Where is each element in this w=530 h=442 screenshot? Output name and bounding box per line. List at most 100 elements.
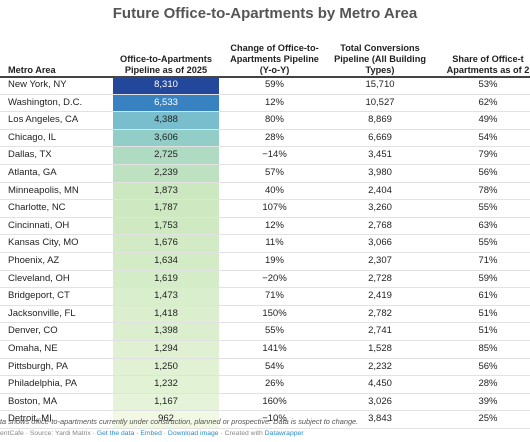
change-yoy-cell: 150% — [262, 307, 287, 319]
share-cell: 51% — [478, 325, 498, 337]
chart-title: Future Office-to-Apartments by Metro Are… — [112, 5, 418, 22]
share-cell: 25% — [478, 413, 498, 425]
share-cell: 28% — [478, 378, 498, 390]
header-metro-area[interactable]: Metro Area — [8, 36, 112, 76]
pipeline-cell: 1,167 — [113, 393, 219, 411]
metro-area-cell: Phoenix, AZ — [8, 255, 60, 266]
header-total-conversions[interactable]: Total Conversions Pipeline (All Building T… — [331, 36, 429, 76]
share-cell: 63% — [478, 219, 498, 231]
change-yoy-cell: 160% — [262, 395, 287, 407]
total-conversions-cell: 3,843 — [368, 413, 392, 425]
pipeline-cell: 2,725 — [113, 147, 219, 164]
change-yoy-cell: 71% — [264, 290, 284, 302]
total-conversions-cell: 10,527 — [365, 96, 395, 108]
pipeline-cell: 2,239 — [113, 165, 219, 182]
metro-area-cell: Omaha, NE — [8, 343, 58, 354]
credit-text: · Created with — [218, 430, 265, 437]
header-share-office[interactable]: Share of Office-t Apartments as of 2 — [440, 36, 530, 76]
table-row: Dallas, TX 2,725 −14% 3,451 79% — [0, 147, 530, 165]
table-row: Chicago, IL 3,606 28% 6,669 54% — [0, 129, 530, 148]
metro-area-cell: Cleveland, OH — [8, 272, 70, 284]
metro-area-cell: Kansas City, MO — [8, 237, 79, 249]
change-yoy-cell: 55% — [264, 325, 284, 337]
header-line: Types) — [365, 65, 395, 75]
total-conversions-cell: 3,066 — [368, 237, 392, 249]
header-line: Apartments Pipeline — [230, 54, 319, 64]
header-line: (Y-o-Y) — [259, 65, 290, 75]
total-conversions-cell: 1,528 — [368, 343, 392, 354]
header-line: Apartments as of 2 — [446, 65, 530, 75]
change-yoy-cell: 107% — [262, 202, 287, 214]
share-cell: 85% — [478, 343, 498, 354]
change-yoy-cell: 28% — [264, 131, 284, 143]
table-row: Cincinnati, OH 1,753 12% 2,768 63% — [0, 217, 530, 236]
change-yoy-cell: 80% — [264, 114, 284, 126]
table-row: Washington, D.C. 6,533 12% 10,527 62% — [0, 94, 530, 113]
share-cell: 56% — [478, 167, 498, 178]
total-conversions-cell: 4,450 — [368, 378, 392, 390]
change-yoy-cell: −10% — [262, 413, 287, 425]
table-row: Jacksonville, FL 1,418 150% 2,782 51% — [0, 305, 530, 324]
share-cell: 51% — [478, 307, 498, 319]
change-yoy-cell: −20% — [262, 272, 287, 284]
metro-area-cell: Washington, D.C. — [8, 96, 83, 108]
header-line: Pipeline as of 2025 — [124, 65, 208, 75]
share-cell: 53% — [478, 79, 498, 90]
metro-area-cell: Charlotte, NC — [8, 202, 66, 214]
credit-link[interactable]: Get the data — [96, 430, 135, 437]
credits: entCafe · Source: Yardi Matrix · Get the… — [0, 430, 530, 437]
share-cell: 39% — [478, 395, 498, 407]
credit-text: · — [161, 430, 168, 437]
pipeline-cell: 1,676 — [113, 235, 219, 252]
table-row: Philadelphia, PA 1,232 26% 4,450 28% — [0, 376, 530, 394]
table-row: Cleveland, OH 1,619 −20% 2,728 59% — [0, 270, 530, 289]
credit-link[interactable]: Embed — [140, 430, 162, 437]
metro-area-cell: Boston, MA — [8, 395, 58, 407]
header-pipeline-2025[interactable]: Office-to-Apartments Pipeline as of 2025 — [113, 36, 219, 76]
header-line: Change of Office-to- — [230, 43, 319, 53]
table-row: Bridgeport, CT 1,473 71% 2,419 61% — [0, 288, 530, 306]
metro-area-cell: Bridgeport, CT — [8, 290, 70, 302]
header-change-yoy[interactable]: Change of Office-to- Apartments Pipeline(… — [222, 36, 327, 76]
pipeline-cell: 1,232 — [113, 376, 219, 393]
share-cell: 49% — [478, 114, 498, 126]
metro-area-cell: Cincinnati, OH — [8, 219, 70, 231]
pipeline-cell: 1,418 — [113, 305, 219, 323]
metro-area-cell: Denver, CO — [8, 325, 58, 337]
table-row: Pittsburgh, PA 1,250 54% 2,232 56% — [0, 358, 530, 377]
credit-link[interactable]: Datawrapper — [264, 430, 304, 437]
share-cell: 62% — [478, 96, 498, 108]
total-conversions-cell: 2,782 — [368, 307, 392, 319]
pipeline-cell: 4,388 — [113, 112, 219, 129]
change-yoy-cell: 12% — [264, 219, 284, 231]
pipeline-cell: 1,753 — [113, 217, 219, 235]
total-conversions-cell: 2,728 — [368, 272, 392, 284]
table-row: New York, NY 8,310 59% 15,710 53% — [0, 77, 530, 95]
header-rule — [0, 76, 530, 78]
pipeline-cell: 1,787 — [113, 200, 219, 217]
pipeline-cell: 962 — [113, 411, 219, 428]
metro-area-cell: Atlanta, GA — [8, 167, 57, 178]
header-line: Metro Area — [8, 65, 56, 75]
notes: ta shows office-to-apartments currently … — [0, 417, 359, 426]
metro-area-cell: Chicago, IL — [8, 131, 57, 143]
pipeline-cell: 1,250 — [113, 358, 219, 376]
pipeline-cell: 1,398 — [113, 323, 219, 340]
table-row: Charlotte, NC 1,787 107% 3,260 55% — [0, 200, 530, 218]
total-conversions-cell: 3,980 — [368, 167, 392, 178]
table-row: Minneapolis, MN 1,873 40% 2,404 78% — [0, 182, 530, 201]
metro-area-cell: Jacksonville, FL — [8, 307, 76, 319]
total-conversions-cell: 3,026 — [368, 395, 392, 407]
total-conversions-cell: 3,260 — [368, 202, 392, 214]
credit-link[interactable]: Download image — [167, 430, 219, 437]
change-yoy-cell: 26% — [264, 378, 284, 390]
header-line: Total Conversions — [340, 43, 420, 53]
metro-area-cell: Pittsburgh, PA — [8, 360, 69, 372]
table-row: Denver, CO 1,398 55% 2,741 51% — [0, 323, 530, 341]
total-conversions-cell: 2,307 — [368, 255, 392, 266]
change-yoy-cell: 59% — [264, 79, 284, 90]
table-row: Los Angeles, CA 4,388 80% 8,869 49% — [0, 112, 530, 130]
pipeline-cell: 3,606 — [113, 129, 219, 147]
pipeline-cell: 1,473 — [113, 288, 219, 305]
change-yoy-cell: 40% — [264, 184, 284, 196]
